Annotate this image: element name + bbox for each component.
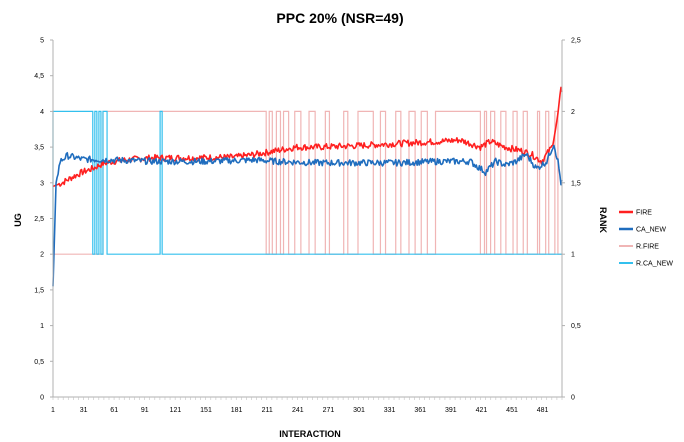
y-tick-label: 0,5 [34, 359, 44, 366]
x-tick-label: 181 [231, 407, 243, 414]
legend-label: FIRE [636, 210, 652, 217]
series-line [52, 144, 563, 287]
series-line [52, 110, 562, 255]
x-tick-label: 1 [51, 407, 55, 414]
y-tick-label: 1 [40, 323, 44, 330]
x-tick-label: 121 [170, 407, 182, 414]
series-line [52, 86, 563, 188]
y-tick-label: 4,5 [34, 73, 44, 80]
x-tick-label: 361 [414, 407, 426, 414]
x-tick-label: 151 [200, 407, 212, 414]
series-line [53, 110, 562, 255]
y-tick-label: 3,5 [34, 145, 44, 152]
x-tick-label: 451 [506, 407, 518, 414]
y-tick-label: 2 [40, 252, 44, 259]
x-tick-label: 241 [292, 407, 304, 414]
x-tick-label: 301 [353, 407, 365, 414]
x-tick-label: 421 [476, 407, 488, 414]
legend-label: R.CA_NEW [636, 261, 673, 268]
y-tick-label: 2,5 [34, 216, 44, 223]
x-tick-label: 331 [384, 407, 396, 414]
x-tick-label: 91 [141, 407, 149, 414]
x-tick-label: 31 [80, 407, 88, 414]
chart-title: PPC 20% (NSR=49) [276, 10, 403, 26]
x-tick-label: 61 [110, 407, 118, 414]
axes: 0 0,5 1 1,5 2 2,5 3 3,5 4 4,5 5 0 0,5 1 1,5 2 2,5 1 31 61 91… [34, 38, 581, 415]
y-tick-label: 3 [40, 180, 44, 187]
y-tick-label: 5 [40, 38, 44, 45]
legend: FIRE CA_NEW R.FIRE R.CA_NEW [619, 210, 673, 268]
y2-tick-label: 0,5 [571, 323, 581, 330]
legend-label: CA_NEW [636, 227, 666, 234]
y2-tick-label: 2,5 [571, 38, 581, 45]
plot-area [52, 86, 563, 287]
y2-tick-label: 0 [571, 395, 575, 402]
x-axis-label: INTERACTION [279, 429, 341, 439]
y2-tick-label: 1 [571, 252, 575, 259]
y2-tick-label: 2 [571, 109, 575, 116]
y2-axis-label: RANK [598, 207, 608, 233]
x-tick-label: 391 [445, 407, 457, 414]
x-tick-label: 271 [323, 407, 335, 414]
legend-label: R.FIRE [636, 244, 659, 251]
y-tick-label: 4 [40, 109, 44, 116]
y-tick-label: 0 [40, 395, 44, 402]
y-tick-label: 1,5 [34, 287, 44, 294]
x-tick-label: 211 [262, 407, 273, 414]
x-tick-label: 481 [537, 407, 549, 414]
y2-tick-label: 1,5 [571, 180, 581, 187]
y-axis-label: UG [13, 213, 23, 227]
